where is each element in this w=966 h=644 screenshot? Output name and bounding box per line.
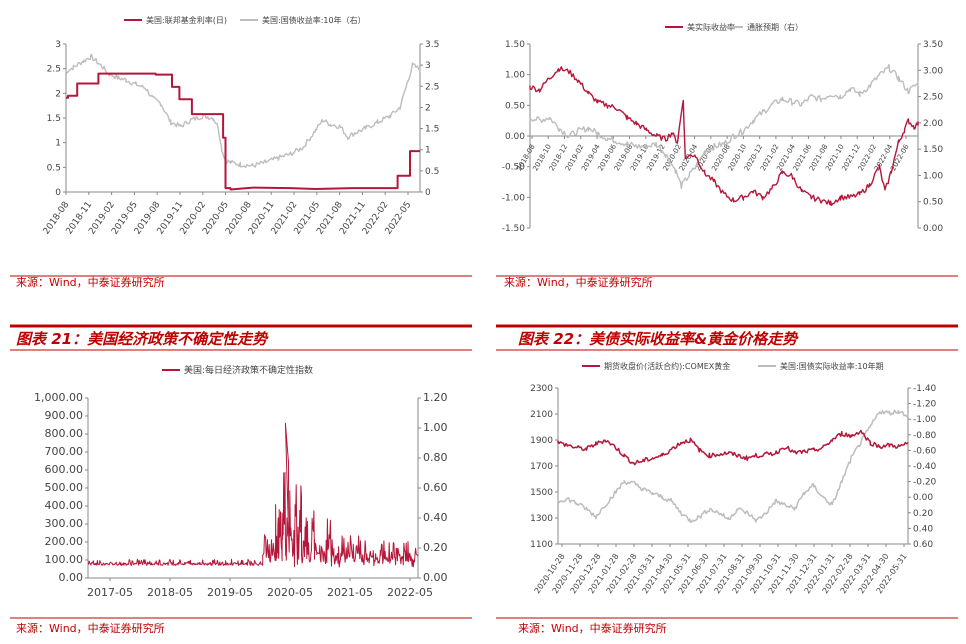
c22-ytick-left-label: 2100 [530, 410, 553, 420]
c2-ytick-left-label: 0.00 [505, 132, 525, 142]
c21-ytick-right-label: 0.60 [423, 481, 448, 494]
chart-21-title: 图表 21：美国经济政策不确定性走势 [16, 330, 269, 348]
c2-ytick-right-label: 1.50 [923, 145, 943, 155]
c21-ytick-left-label: 900.00 [45, 409, 84, 422]
c22-ytick-right-label: -0.40 [913, 462, 937, 472]
c21-ytick-left-label: 800.00 [45, 427, 84, 440]
c2-ytick-left-label: -0.50 [502, 163, 526, 173]
c22-ytick-right-label: -0.60 [913, 446, 937, 456]
c1-ytick-right-label: 0 [425, 188, 431, 198]
c22-ytick-right-label: -1.40 [913, 384, 937, 394]
c22-ytick-left-label: 2300 [530, 384, 553, 394]
c21-ytick-left-label: 1,000.00 [34, 391, 83, 404]
c22-ytick-right-label: -1.20 [913, 400, 937, 410]
c22-ytick-right-label: -1.00 [913, 415, 937, 425]
c22-ytick-right-label: 0.00 [913, 493, 933, 503]
c1-ytick-left-label: 3 [55, 40, 61, 50]
c21-ytick-right-label: 0.80 [423, 451, 448, 464]
c21-legend-label-0: 美国:每日经济政策不确定性指数 [184, 364, 313, 376]
c2-ytick-right-label: 2.50 [923, 93, 943, 103]
source-label-bottom-right: 来源：Wind，中泰证券研究所 [518, 621, 667, 635]
c21-xtick-label: 2020-05 [267, 586, 313, 599]
c21-ytick-left-label: 600.00 [45, 463, 84, 476]
source-label-top-left: 来源：Wind，中泰证券研究所 [16, 275, 165, 289]
c22-ytick-left-label: 1100 [530, 540, 553, 550]
c2-ytick-right-label: 3.00 [923, 66, 943, 76]
c1-ytick-right-label: 3 [425, 61, 431, 71]
c2-ytick-left-label: 0.50 [505, 101, 525, 111]
c1-ytick-left-label: 0 [55, 188, 61, 198]
c21-series-line-0 [87, 422, 419, 568]
c1-series-line-1 [65, 53, 421, 169]
c2-ytick-left-label: 1.00 [505, 71, 525, 81]
c2-legend-label-1: 通胀预期（右） [747, 22, 803, 32]
c21-xtick-label: 2019-05 [207, 586, 253, 599]
c21-xtick-label: 2021-05 [327, 586, 373, 599]
c22-ytick-left-label: 1500 [530, 488, 553, 498]
c21-ytick-right-label: 1.00 [423, 421, 448, 434]
c21-ytick-left-label: 700.00 [45, 445, 84, 458]
c1-ytick-right-label: 0.5 [425, 167, 439, 177]
c2-ytick-right-label: 0.50 [923, 198, 943, 208]
c1-ytick-left-label: 1 [55, 139, 61, 149]
c22-ytick-right-label: 0.60 [913, 540, 933, 550]
c2-series-line-0 [529, 66, 919, 207]
c2-legend-label-0: 美实际收益率 [687, 22, 735, 32]
c22-ytick-right-label: -0.20 [913, 478, 937, 488]
c21-ytick-right-label: 0.00 [423, 571, 448, 584]
c2-ytick-right-label: 1.00 [923, 171, 943, 181]
c1-ytick-left-label: 1.5 [47, 114, 61, 124]
c22-ytick-right-label: -0.80 [913, 431, 937, 441]
c21-ytick-right-label: 1.20 [423, 391, 448, 404]
c22-series-line-1 [557, 409, 909, 523]
c22-ytick-right-label: 0.40 [913, 524, 933, 534]
chart-22-title: 图表 22：美债实际收益率&黄金价格走势 [518, 330, 799, 348]
c22-ytick-right-label: 0.20 [913, 509, 933, 519]
c1-ytick-left-label: 0.5 [47, 163, 61, 173]
source-label-bottom-left: 来源：Wind，中泰证券研究所 [16, 621, 165, 635]
c1-ytick-left-label: 2 [55, 89, 61, 99]
c21-ytick-left-label: 400.00 [45, 499, 84, 512]
c1-ytick-right-label: 2 [425, 103, 431, 113]
charts-layer: 00.511.522.5300.511.522.533.52018-082018… [34, 15, 943, 599]
source-label-top-right: 来源：Wind，中泰证券研究所 [504, 275, 653, 289]
c21-ytick-left-label: 500.00 [45, 481, 84, 494]
c21-ytick-left-label: 300.00 [45, 517, 84, 530]
c2-ytick-right-label: 3.50 [923, 40, 943, 50]
c22-ytick-left-label: 1300 [530, 514, 553, 524]
c21-ytick-left-label: 200.00 [45, 535, 84, 548]
c1-legend-label-0: 美国:联邦基金利率(日) [146, 15, 227, 25]
c1-legend-label-1: 美国:国债收益率:10年（右） [262, 15, 366, 25]
c21-ytick-left-label: 100.00 [45, 553, 84, 566]
c21-ytick-right-label: 0.40 [423, 511, 448, 524]
c21-xtick-label: 2022-05 [387, 586, 433, 599]
c1-ytick-left-label: 2.5 [47, 65, 61, 75]
c21-ytick-right-label: 0.20 [423, 541, 448, 554]
c2-ytick-right-label: 0.00 [923, 224, 943, 234]
c2-ytick-right-label: 2.00 [923, 119, 943, 129]
c2-ytick-left-label: -1.50 [502, 224, 526, 234]
c21-xtick-label: 2017-05 [87, 586, 133, 599]
c2-series-line-1 [529, 63, 919, 190]
c1-series-line-0 [66, 72, 420, 191]
c21-xtick-label: 2018-05 [147, 586, 193, 599]
c22-series-line-0 [557, 429, 909, 466]
c1-ytick-right-label: 1.5 [425, 125, 439, 135]
c21-ytick-left-label: 0.00 [59, 571, 84, 584]
c2-ytick-left-label: 1.50 [505, 40, 525, 50]
c1-ytick-right-label: 1 [425, 146, 431, 156]
c1-ytick-right-label: 2.5 [425, 82, 439, 92]
c22-ytick-left-label: 1900 [530, 436, 553, 446]
c1-ytick-right-label: 3.5 [425, 40, 439, 50]
c2-ytick-left-label: -1.00 [502, 193, 526, 203]
c22-ytick-left-label: 1700 [530, 462, 553, 472]
c22-legend-label-0: 期货收盘价(活跃合约):COMEX黄金 [604, 361, 730, 371]
c22-legend-label-1: 美国:国债实际收益率:10年期 [780, 361, 884, 371]
